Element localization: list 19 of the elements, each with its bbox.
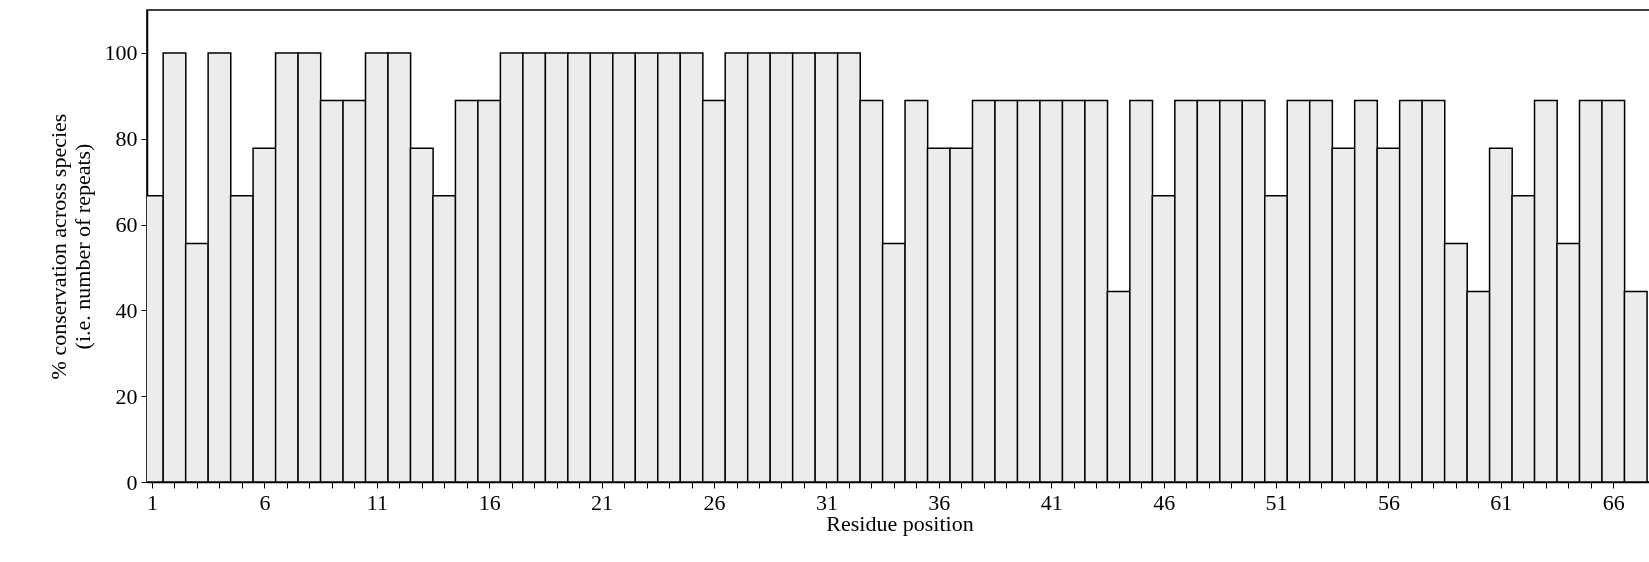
x-tick-label: 46 — [1153, 489, 1176, 515]
x-tick-label: 66 — [1602, 489, 1625, 515]
x-tick-label: 1 — [147, 489, 158, 515]
y-tick-label: 100 — [104, 40, 138, 66]
x-tick-label: 16 — [478, 489, 501, 515]
x-tick-label: 51 — [1265, 489, 1288, 515]
x-tick-label: 41 — [1040, 489, 1063, 515]
x-tick-label: 56 — [1377, 489, 1400, 515]
x-tick-label: 26 — [703, 489, 726, 515]
y-tick-label: 60 — [115, 212, 138, 238]
x-tick-label: 11 — [366, 489, 388, 515]
x-tick-label: 61 — [1490, 489, 1513, 515]
y-tick-label: 20 — [115, 383, 138, 409]
x-tick-label: 6 — [259, 489, 271, 515]
y-tick-label: 40 — [115, 297, 138, 323]
y-axis-title: % conservation across species (i.e. number of repeats) — [45, 113, 95, 380]
x-tick-label: 21 — [591, 489, 614, 515]
y-tick-label: 0 — [126, 469, 138, 495]
y-tick-label: 80 — [115, 126, 138, 152]
